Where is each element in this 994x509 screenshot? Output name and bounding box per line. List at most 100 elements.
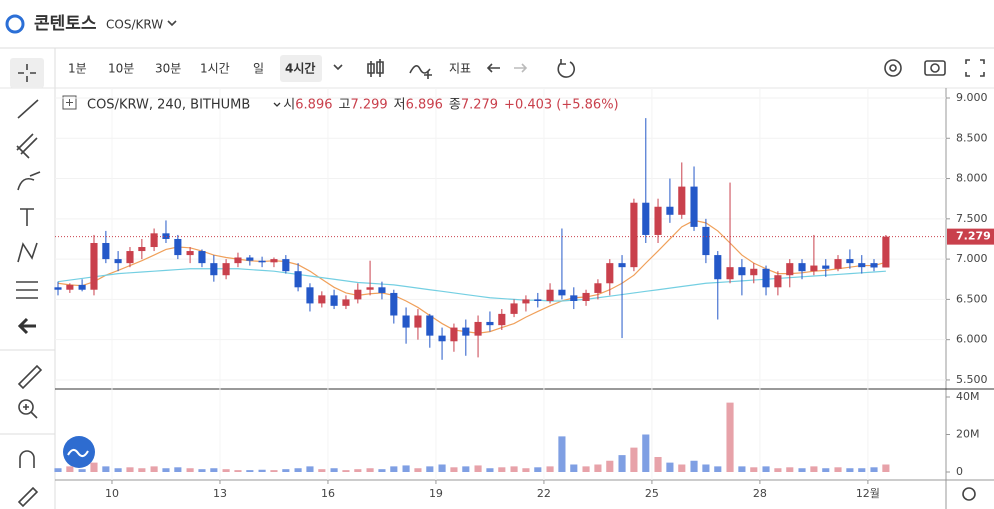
candle-body — [114, 259, 122, 264]
volume-bar — [810, 466, 818, 472]
candle-body — [342, 299, 350, 306]
candle-body — [306, 287, 314, 304]
tool-selected[interactable] — [10, 58, 44, 88]
watermark-logo — [63, 436, 95, 468]
candle-body — [642, 202, 650, 235]
volume-bar — [726, 402, 734, 472]
interval-button[interactable]: 1시간 — [200, 62, 230, 76]
y-tick-label: 7.500 — [956, 212, 988, 225]
candle-body — [354, 289, 362, 300]
coin-pair[interactable]: COS/KRW — [106, 18, 163, 32]
x-tick-label: 19 — [429, 487, 443, 500]
indicator-label[interactable]: 지표 — [449, 62, 471, 76]
zoom-tool[interactable] — [18, 399, 34, 415]
magnet-tool[interactable] — [19, 450, 35, 468]
candle-body — [258, 260, 266, 263]
candle-body — [558, 289, 566, 296]
volume-bar — [798, 468, 806, 472]
candle-body — [366, 287, 374, 290]
candle-body — [378, 287, 386, 293]
volume-bar — [882, 464, 890, 472]
candle-body — [654, 206, 662, 235]
refresh-icon[interactable] — [557, 59, 576, 78]
legend-toggle[interactable] — [62, 95, 77, 110]
legend-value: 7.279 — [461, 98, 498, 113]
volume-bar — [666, 462, 674, 472]
candle-body — [474, 321, 482, 336]
interval-dropdown[interactable] — [333, 64, 343, 71]
pattern-tool[interactable] — [17, 242, 38, 263]
candle-body — [714, 255, 722, 280]
volume-bar — [594, 464, 602, 472]
volume-bar — [282, 469, 290, 472]
legend-value: 6.896 — [295, 98, 332, 113]
volume-bar — [834, 467, 842, 472]
indicator-icon[interactable] — [409, 65, 432, 79]
volume-bar — [702, 464, 710, 472]
candle-body — [606, 263, 614, 284]
candle-body — [150, 233, 158, 248]
interval-button[interactable]: 10분 — [108, 62, 134, 76]
forecast-tool[interactable] — [16, 281, 38, 299]
volume-bar — [762, 466, 770, 472]
legend-value: 7.299 — [350, 98, 387, 113]
candle-body — [678, 186, 686, 215]
volume-bar — [714, 466, 722, 472]
volume-bar — [822, 468, 830, 472]
volume-bar — [558, 436, 566, 472]
candle-body — [162, 233, 170, 239]
trendline-tool[interactable] — [17, 99, 39, 119]
volume-tick-label: 40M — [956, 390, 980, 403]
candle-body — [870, 263, 878, 268]
back-tool[interactable] — [17, 317, 36, 335]
settings-icon[interactable] — [884, 59, 902, 77]
candle-body — [582, 292, 590, 301]
interval-button[interactable]: 30분 — [155, 62, 181, 76]
chart-type-icon[interactable] — [367, 59, 384, 77]
volume-tick-label: 0 — [956, 465, 963, 478]
volume-bar — [222, 469, 230, 472]
candle-body — [570, 295, 578, 301]
dropdown-icon[interactable] — [167, 20, 177, 27]
ruler-tool[interactable] — [17, 364, 43, 390]
candle-body — [138, 247, 146, 252]
interval-button[interactable]: 1분 — [68, 62, 87, 76]
redo-icon[interactable] — [514, 63, 528, 73]
fullscreen-icon[interactable] — [965, 59, 985, 77]
y-tick-label: 5.500 — [956, 373, 988, 386]
candle-body — [774, 275, 782, 288]
text-tool[interactable] — [20, 208, 34, 226]
candle-body — [618, 263, 626, 268]
lock-tool[interactable] — [17, 486, 39, 508]
undo-icon[interactable] — [486, 63, 500, 73]
candle-body — [690, 186, 698, 227]
volume-bar — [870, 467, 878, 472]
interval-button[interactable]: 일 — [253, 62, 264, 76]
crosshair-tool[interactable] — [18, 64, 36, 82]
candle-body — [318, 295, 326, 304]
watermark-logo-mark — [67, 449, 89, 457]
volume-bar — [246, 470, 254, 472]
screenshot-icon[interactable] — [924, 60, 946, 76]
candle-body — [198, 251, 206, 264]
volume-bar — [750, 467, 758, 472]
candle-body — [834, 259, 842, 269]
brush-tool[interactable] — [17, 171, 41, 191]
candle-body — [702, 226, 710, 256]
volume-bar — [90, 462, 98, 472]
candle-body — [90, 242, 98, 290]
interval-button[interactable]: 4시간 — [285, 61, 315, 76]
axis-settings-icon[interactable] — [962, 487, 976, 501]
legend-change: +0.403 (+5.86%) — [504, 98, 619, 113]
candle-body — [210, 263, 218, 276]
candle-body — [390, 292, 398, 316]
volume-bar — [138, 468, 146, 472]
volume-bar — [342, 470, 350, 472]
fib-tool[interactable] — [16, 133, 38, 159]
candle-body — [810, 265, 818, 272]
last-price-tag: 7.279 — [956, 230, 991, 243]
legend-dropdown[interactable] — [273, 102, 281, 107]
candle-body — [738, 267, 746, 276]
coin-title: 콘텐토스 — [34, 14, 97, 34]
candle-body — [270, 259, 278, 263]
